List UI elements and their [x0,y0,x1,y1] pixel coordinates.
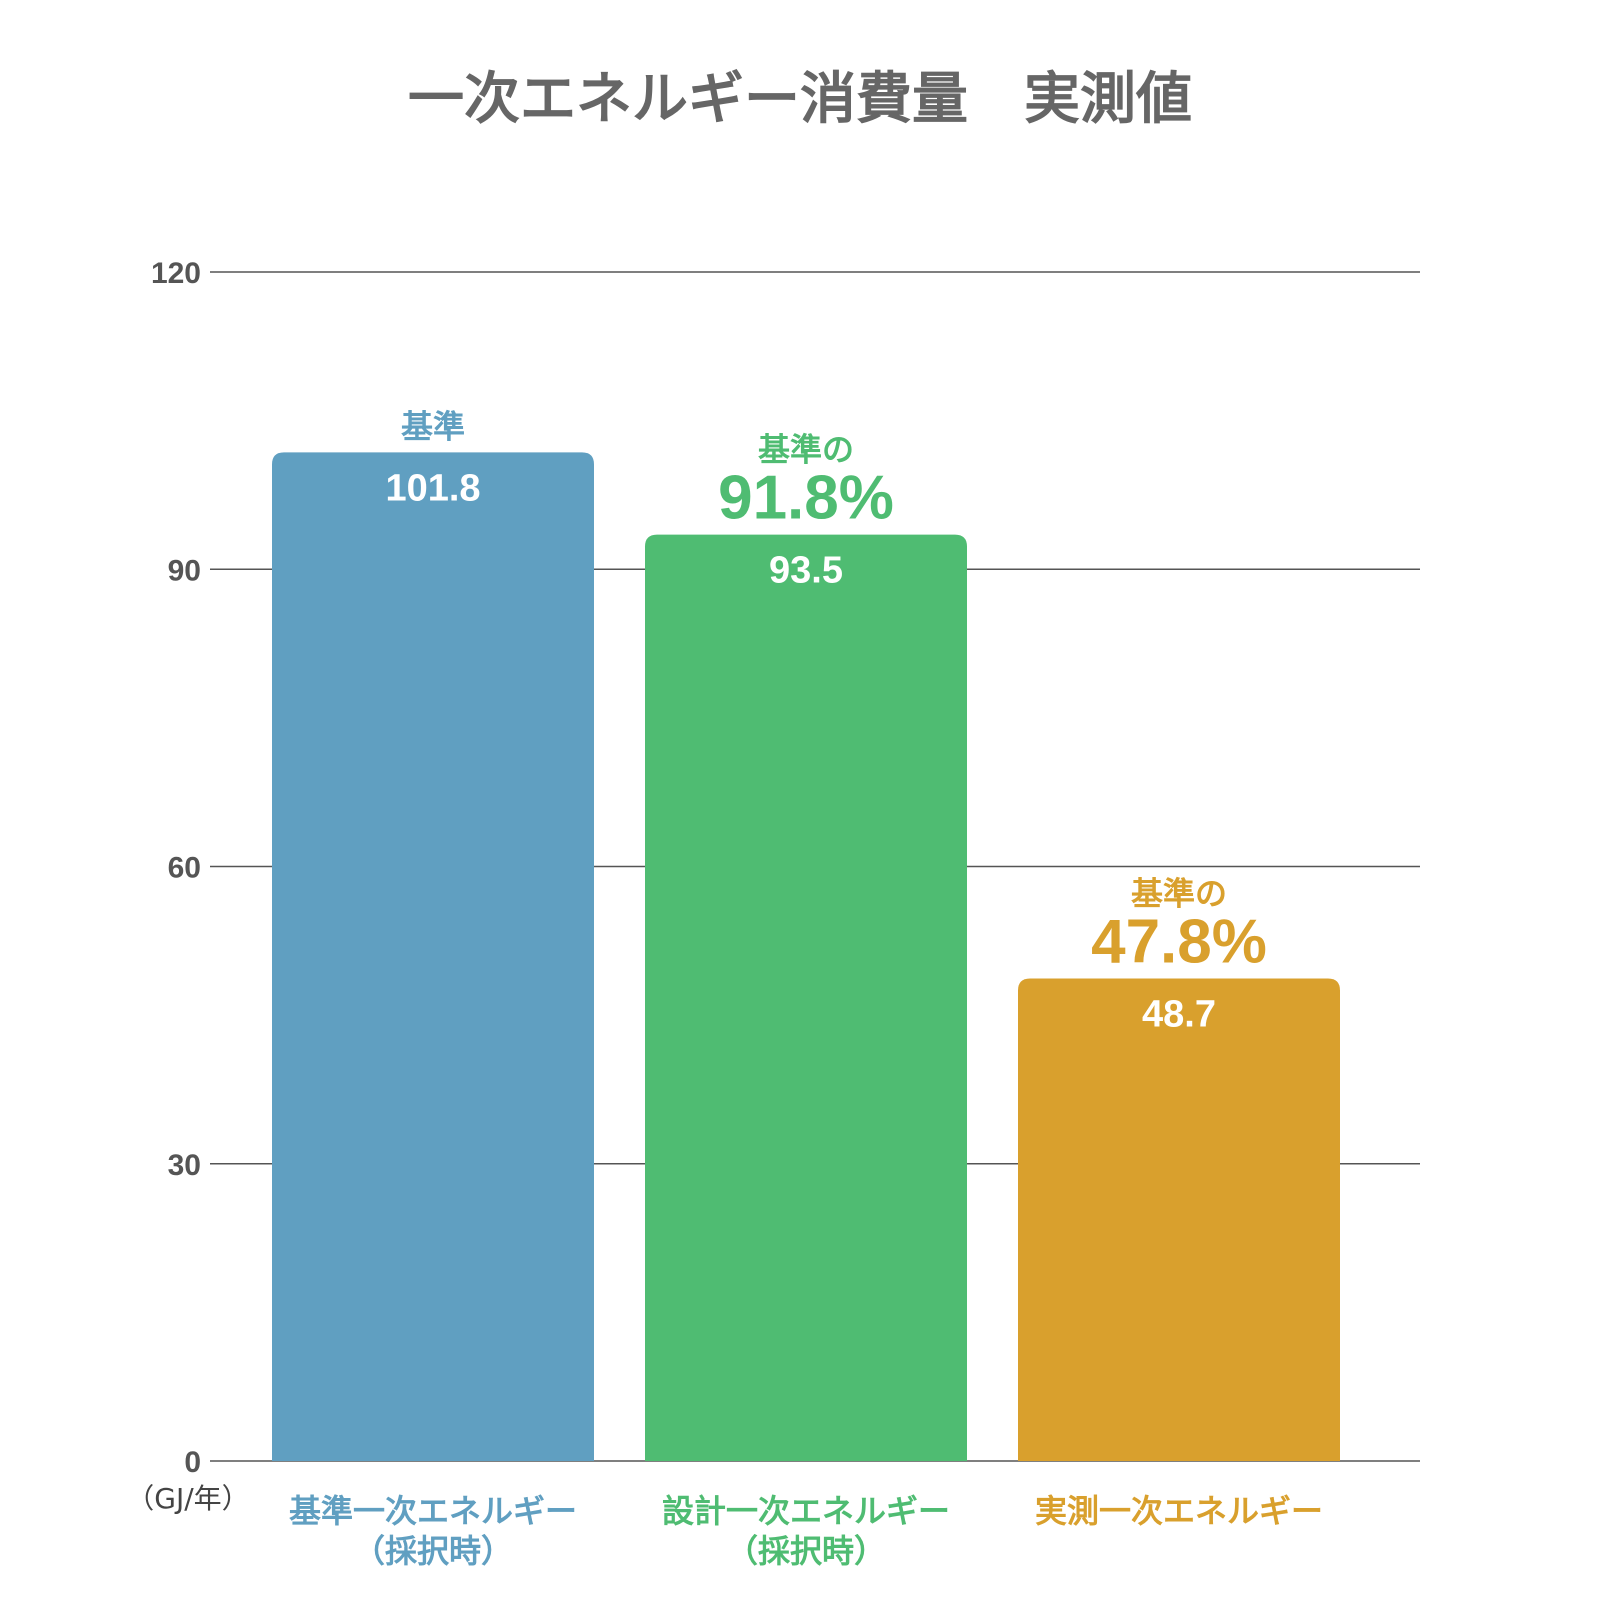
chart-title: 一次エネルギー消費量 実測値 [408,67,1192,132]
bar-value-label: 48.7 [1142,993,1216,1035]
y-tick-label: 30 [168,1149,201,1182]
bar-3 [1018,978,1340,1461]
category-label: 基準一次エネルギー [289,1492,577,1530]
y-tick-label: 120 [151,257,201,290]
ratio-percent-label: 91.8% [718,464,894,533]
category-label: 設計一次エネルギー [662,1492,950,1530]
y-axis-ticks: 0 30 60 90 120 [151,257,201,1479]
y-tick-label: 90 [168,554,201,587]
bar-value-label: 101.8 [385,467,480,509]
ratio-percent-label: 47.8% [1091,907,1267,976]
y-tick-label: 60 [168,852,201,885]
category-labels: 基準一次エネルギー（採択時）設計一次エネルギー（採択時）実測一次エネルギー [289,1492,1323,1570]
bar-2 [645,534,967,1461]
baseline-caption-label: 基準 [401,407,465,445]
bar-1 [272,452,594,1461]
y-tick-label: 0 [184,1446,201,1479]
unit-label: （GJ/年） [126,1482,249,1515]
category-label: 実測一次エネルギー [1035,1492,1323,1530]
category-label: （採択時） [353,1532,513,1570]
ratio-caption-label: 基準の [1131,874,1227,912]
bars [272,452,1340,1461]
ratio-caption-label: 基準の [758,431,854,469]
category-label: （採択時） [726,1532,886,1570]
bar-value-label: 93.5 [769,550,843,592]
